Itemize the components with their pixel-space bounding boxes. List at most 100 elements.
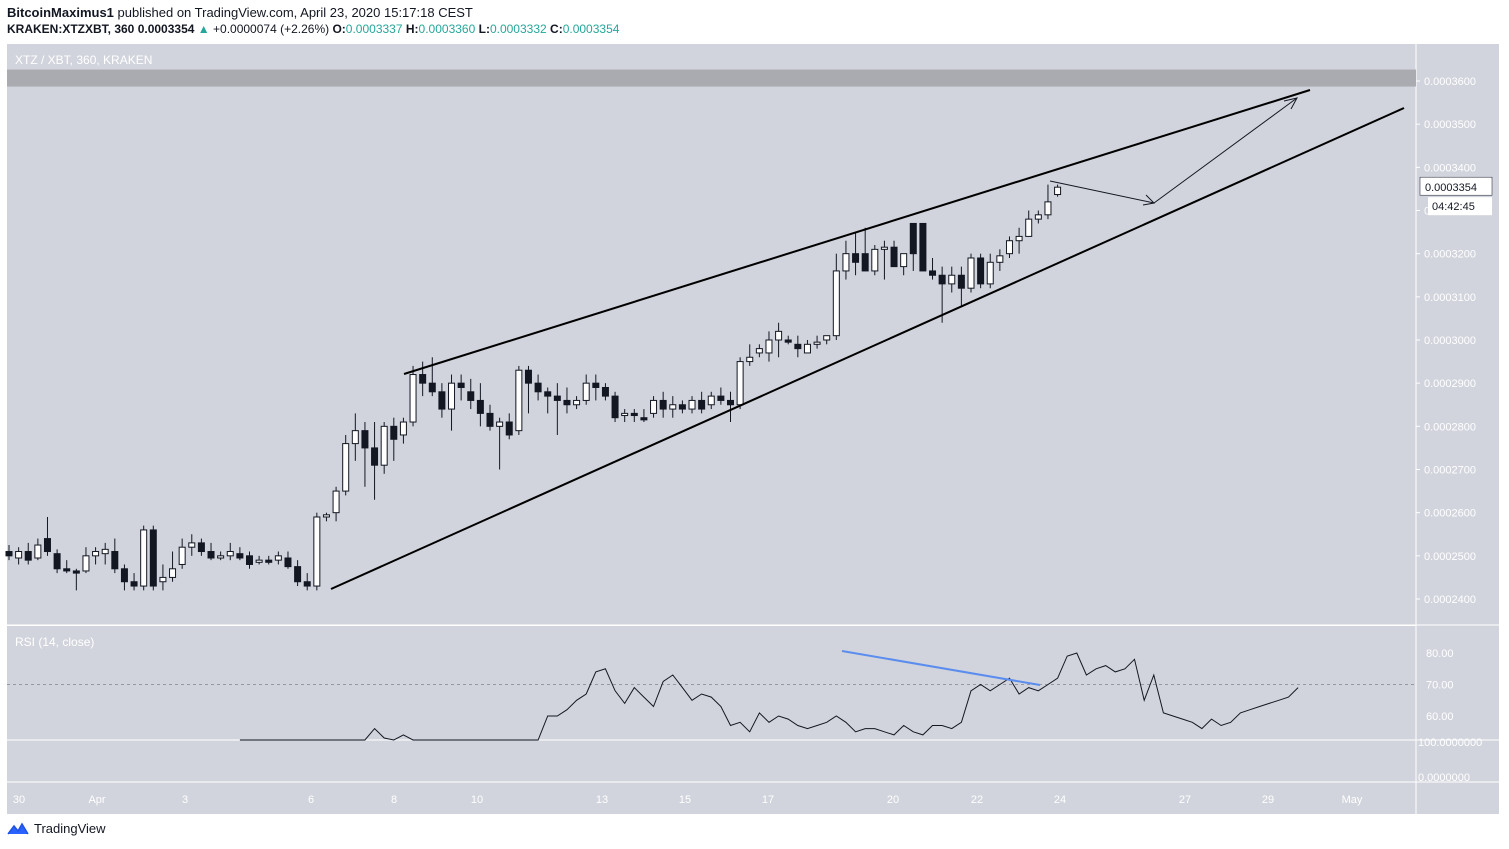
price-tick-label: 0.0003500: [1424, 119, 1476, 131]
countdown-tag: [1428, 197, 1492, 216]
candle-body: [178, 546, 186, 565]
candle: [524, 365, 532, 414]
candle-body: [101, 548, 109, 555]
candle: [149, 525, 157, 591]
candle-body: [842, 253, 850, 272]
candle: [457, 374, 465, 401]
candle-body: [63, 568, 71, 572]
candle: [601, 383, 609, 401]
candle: [178, 538, 186, 569]
price-chart[interactable]: XTZ / XBT, 360, KRAKEN 0.0003600 0.0003500…: [0, 42, 1509, 814]
candle: [1015, 227, 1023, 254]
candle-body: [274, 555, 282, 561]
candle-body: [226, 551, 234, 557]
candle-body: [573, 399, 581, 406]
candle-body: [534, 382, 542, 393]
time-axis-pane: [7, 782, 1416, 814]
candle-body: [967, 257, 975, 289]
footer-brand[interactable]: TradingView: [7, 821, 106, 836]
candle: [43, 516, 51, 556]
candle: [986, 253, 994, 289]
candle-body: [659, 399, 667, 410]
candle-body: [332, 490, 340, 514]
candle-body: [775, 330, 783, 341]
candle-body: [15, 551, 23, 559]
candle-body: [236, 553, 244, 559]
time-axis-label: 10: [471, 794, 483, 806]
candle: [63, 560, 71, 574]
candle-body: [592, 382, 600, 388]
candles: [5, 184, 1062, 591]
price-tick-label: 0.0003000: [1424, 335, 1476, 347]
candle-body: [1015, 235, 1023, 242]
candle-body: [313, 516, 321, 587]
candle: [688, 396, 696, 414]
candle-body: [852, 253, 860, 263]
candle: [967, 253, 975, 293]
publication-header: BitcoinMaximus1 published on TradingView…: [7, 5, 473, 20]
candle-body: [390, 425, 398, 440]
candle-body: [871, 248, 879, 272]
candle: [476, 383, 484, 427]
candle-body: [149, 529, 157, 587]
time-axis-label: Apr: [88, 794, 105, 806]
candle-body: [890, 246, 898, 268]
candle: [938, 266, 946, 323]
countdown-label: 04:42:45: [1432, 201, 1475, 213]
candle-body: [582, 382, 590, 401]
candle: [111, 538, 119, 574]
candle-body: [515, 369, 523, 432]
open-value: 0.0003337: [345, 22, 403, 36]
candle-body: [678, 404, 686, 410]
candle: [486, 404, 494, 431]
candle-body: [130, 581, 138, 587]
candle-body: [371, 447, 379, 466]
candle: [197, 538, 205, 556]
rsi-tick-label: 60.00: [1426, 711, 1454, 723]
candle: [5, 545, 13, 561]
candle-body: [1054, 186, 1062, 196]
resistance-zone: [7, 69, 1416, 87]
last-price-tag-label: 0.0003354: [1425, 182, 1477, 194]
candle-body: [601, 386, 609, 397]
lower-axis-label: 100.0000000: [1418, 737, 1482, 749]
candle-body: [246, 555, 253, 565]
candle: [82, 547, 90, 574]
candle: [534, 374, 542, 401]
candle-body: [948, 274, 956, 285]
candle: [399, 417, 407, 444]
candle: [640, 409, 648, 423]
candle: [342, 434, 350, 496]
price-tick-label: 0.0003600: [1424, 76, 1476, 88]
candle-body: [1025, 218, 1033, 237]
candle: [448, 374, 456, 431]
candle-body: [727, 399, 734, 406]
candle-body: [1034, 214, 1042, 220]
candle-body: [43, 538, 51, 553]
candle: [15, 547, 23, 565]
candle-body: [524, 369, 532, 384]
candle-body: [265, 559, 273, 563]
candle-body: [929, 270, 937, 276]
candle: [140, 525, 148, 591]
candle: [1054, 184, 1062, 197]
candle: [746, 344, 754, 366]
time-axis-label: 27: [1179, 794, 1191, 806]
author-name[interactable]: BitcoinMaximus1: [7, 5, 114, 20]
candle-body: [428, 382, 436, 393]
candle-body: [746, 356, 754, 363]
candle-body: [909, 222, 917, 255]
candle: [24, 542, 32, 565]
candle: [255, 555, 263, 565]
candle: [755, 344, 763, 358]
candle-body: [111, 551, 119, 570]
lower-axis-label: 0.0000000: [1418, 772, 1470, 784]
brand-name: TradingView: [34, 821, 106, 836]
candle: [101, 542, 109, 565]
candle: [909, 222, 917, 271]
price-tick-label: 0.0003200: [1424, 249, 1476, 261]
rsi-tick-label: 70.00: [1426, 680, 1454, 692]
time-axis-label: 22: [971, 794, 983, 806]
time-axis-label: 24: [1054, 794, 1066, 806]
candle: [1025, 210, 1033, 237]
